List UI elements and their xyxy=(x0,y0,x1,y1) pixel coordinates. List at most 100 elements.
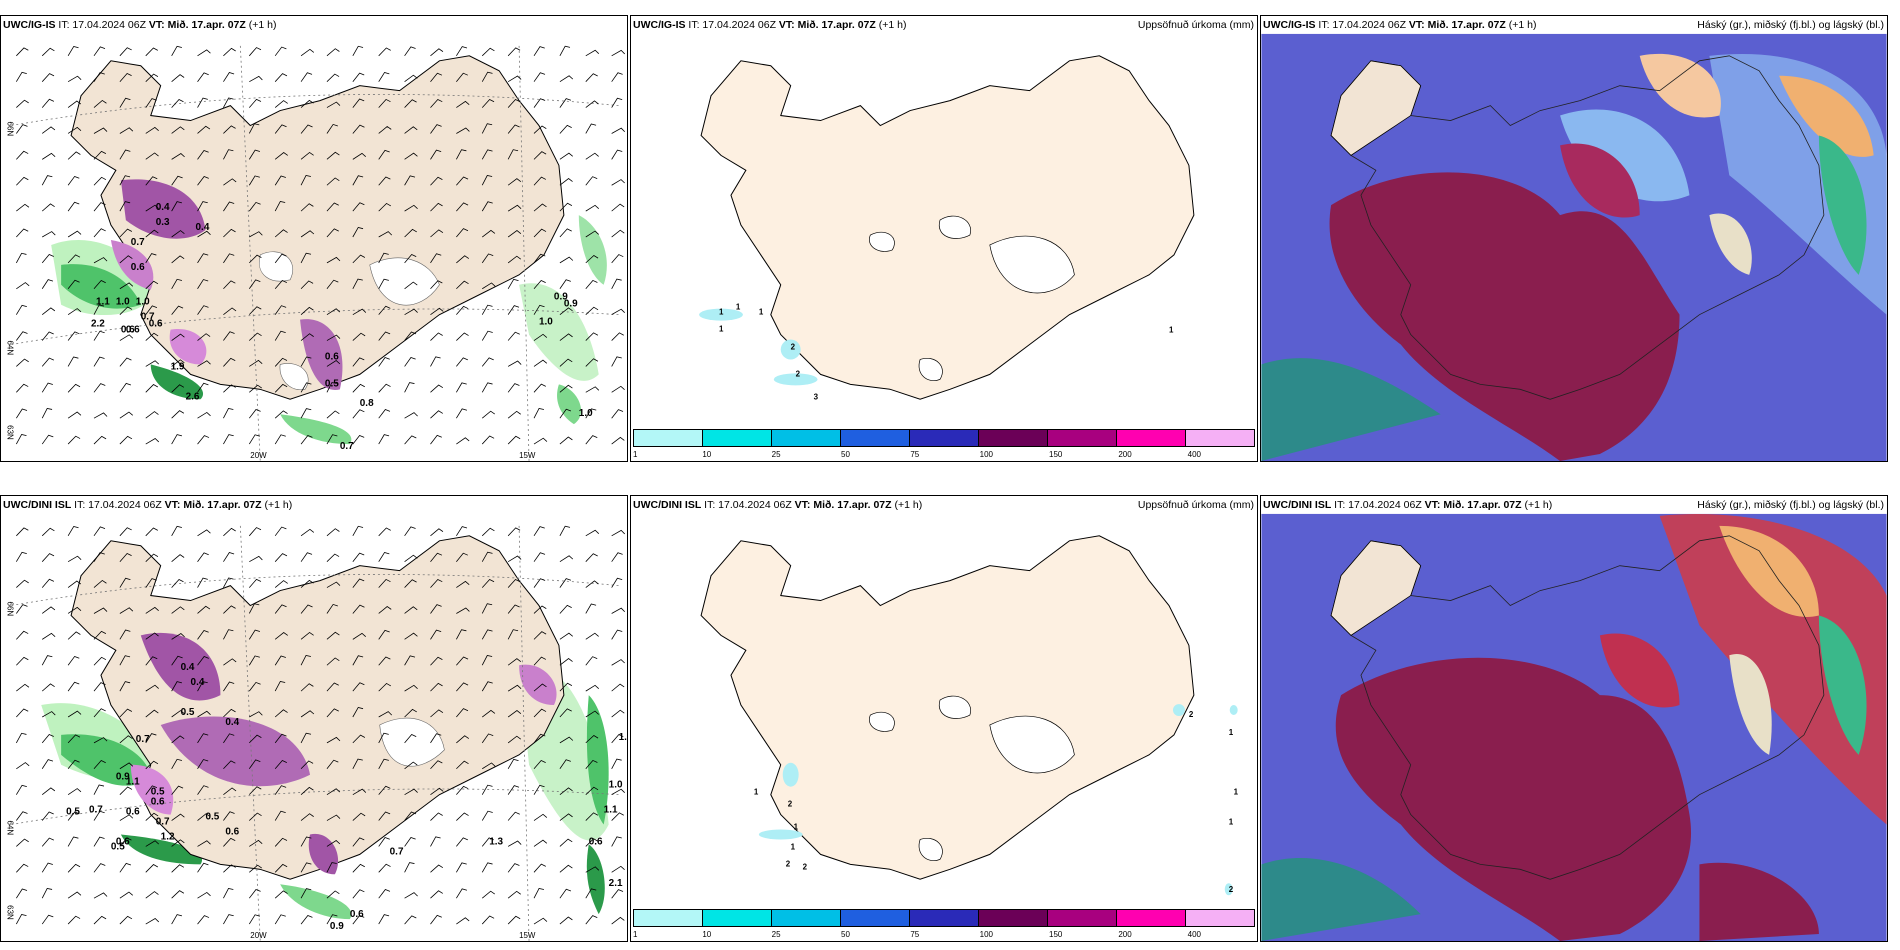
wind-barb xyxy=(533,605,547,614)
wind-barb xyxy=(430,864,444,873)
colorbar-tick-label: 1 xyxy=(633,450,638,459)
wind-barb xyxy=(352,655,364,666)
wind-barb xyxy=(378,578,391,588)
wind-barb xyxy=(93,176,107,186)
wind-barb xyxy=(171,864,185,873)
wind-barb xyxy=(611,149,623,160)
wind-barb xyxy=(481,784,493,795)
wind-barb xyxy=(249,839,263,847)
wind-barb xyxy=(430,578,443,588)
wind-barb xyxy=(249,359,263,367)
wind-barb xyxy=(41,279,54,289)
wind-barb xyxy=(378,811,391,821)
wind-barb xyxy=(481,357,494,367)
valid-time: Mið. 17.apr. 07Z xyxy=(1427,19,1506,31)
value-label: 1 xyxy=(1169,326,1174,335)
wind-barb xyxy=(533,708,547,718)
wind-barb xyxy=(559,916,573,925)
wind-barb xyxy=(197,605,211,614)
wind-barb xyxy=(611,308,625,316)
wind-barb xyxy=(326,736,341,744)
wind-barb xyxy=(559,384,573,393)
value-label: 1 xyxy=(1229,728,1234,737)
wind-barb xyxy=(93,915,107,925)
wind-barb xyxy=(16,383,29,393)
wind-barb xyxy=(41,733,54,744)
wind-barb xyxy=(16,408,28,419)
wind-barb xyxy=(352,682,365,692)
colorbar-segment xyxy=(1048,910,1117,926)
wind-barb xyxy=(223,787,237,795)
wind-barb xyxy=(404,412,418,419)
wind-barb xyxy=(274,200,286,212)
value-label: 1.2 xyxy=(161,831,175,842)
wind-barb xyxy=(404,811,417,821)
wind-barb xyxy=(93,46,106,57)
wind-barb xyxy=(248,175,260,186)
wind-barb xyxy=(611,203,625,212)
value-label: 0.4 xyxy=(196,222,210,233)
wind-barb xyxy=(145,709,159,718)
wind-barb xyxy=(93,708,106,718)
wind-barb xyxy=(559,888,572,899)
wind-barb xyxy=(481,382,493,393)
wind-barb xyxy=(274,709,288,718)
valid-time-label: VT: xyxy=(778,19,795,31)
wind-barb xyxy=(430,48,444,57)
wind-barb xyxy=(300,655,311,666)
wind-barb xyxy=(67,525,79,537)
wind-barb xyxy=(274,124,287,134)
wind-barb xyxy=(171,890,185,899)
wind-barb xyxy=(197,630,209,640)
wind-barb xyxy=(585,656,598,666)
glacier-patches xyxy=(869,215,1075,381)
wind-barb xyxy=(41,126,56,134)
value-label: 2.2 xyxy=(91,319,105,330)
panel-top-left-surface: 66N 64N 63N 20W 15W 0.9 0.4 0.3 0.4 0.7 0.6 1.… xyxy=(0,15,628,462)
value-label: 1 xyxy=(1234,788,1239,797)
wind-barb xyxy=(507,684,522,692)
wind-barb xyxy=(16,708,29,718)
wind-barb xyxy=(93,150,107,160)
panel-top-right-clouds: UWC/IG-IS IT: 17.04.2024 06Z VT: Mið. 17… xyxy=(1260,15,1888,462)
colorbar-tick-label: 10 xyxy=(702,450,712,459)
wind-barb xyxy=(300,356,312,367)
wind-barb xyxy=(171,333,185,341)
field-title: Uppsöfnuð úrkoma (mm) xyxy=(1137,19,1254,31)
model-name: UWC/IG-IS xyxy=(3,19,56,31)
wind-barb xyxy=(585,838,599,847)
value-label: 0.5 xyxy=(205,812,219,823)
wind-barb xyxy=(300,252,312,264)
wind-barb xyxy=(611,683,625,692)
wind-barb xyxy=(274,680,286,692)
wind-barb xyxy=(119,357,132,367)
wind-barb xyxy=(456,862,467,873)
colorbar-tick-label: 50 xyxy=(841,450,850,459)
wind-barb xyxy=(585,435,598,445)
wind-barb xyxy=(404,126,418,134)
wind-barb xyxy=(67,331,80,341)
wind-barb xyxy=(93,760,106,770)
wind-barb xyxy=(197,656,209,666)
value-label: 2 xyxy=(791,343,796,352)
wind-barb xyxy=(41,382,53,393)
wind-barb xyxy=(352,278,363,289)
wind-barb xyxy=(300,683,314,692)
value-label: 1.0 xyxy=(579,408,593,419)
wind-barb xyxy=(223,253,235,264)
glacier-patches xyxy=(869,695,1075,861)
wind-barb xyxy=(223,178,237,186)
wind-barb xyxy=(456,72,468,82)
wind-barb xyxy=(197,125,211,134)
wind-barb xyxy=(197,759,209,769)
wind-barb xyxy=(611,889,624,899)
wind-barb xyxy=(248,759,261,770)
wind-barb xyxy=(326,890,340,899)
wind-barb xyxy=(171,735,185,744)
wind-barb xyxy=(274,357,288,367)
wind-barb xyxy=(533,813,548,821)
wind-barb xyxy=(93,810,105,821)
wind-barb xyxy=(481,603,493,614)
wind-barb xyxy=(404,254,417,264)
colorbar-segment xyxy=(1117,430,1186,446)
